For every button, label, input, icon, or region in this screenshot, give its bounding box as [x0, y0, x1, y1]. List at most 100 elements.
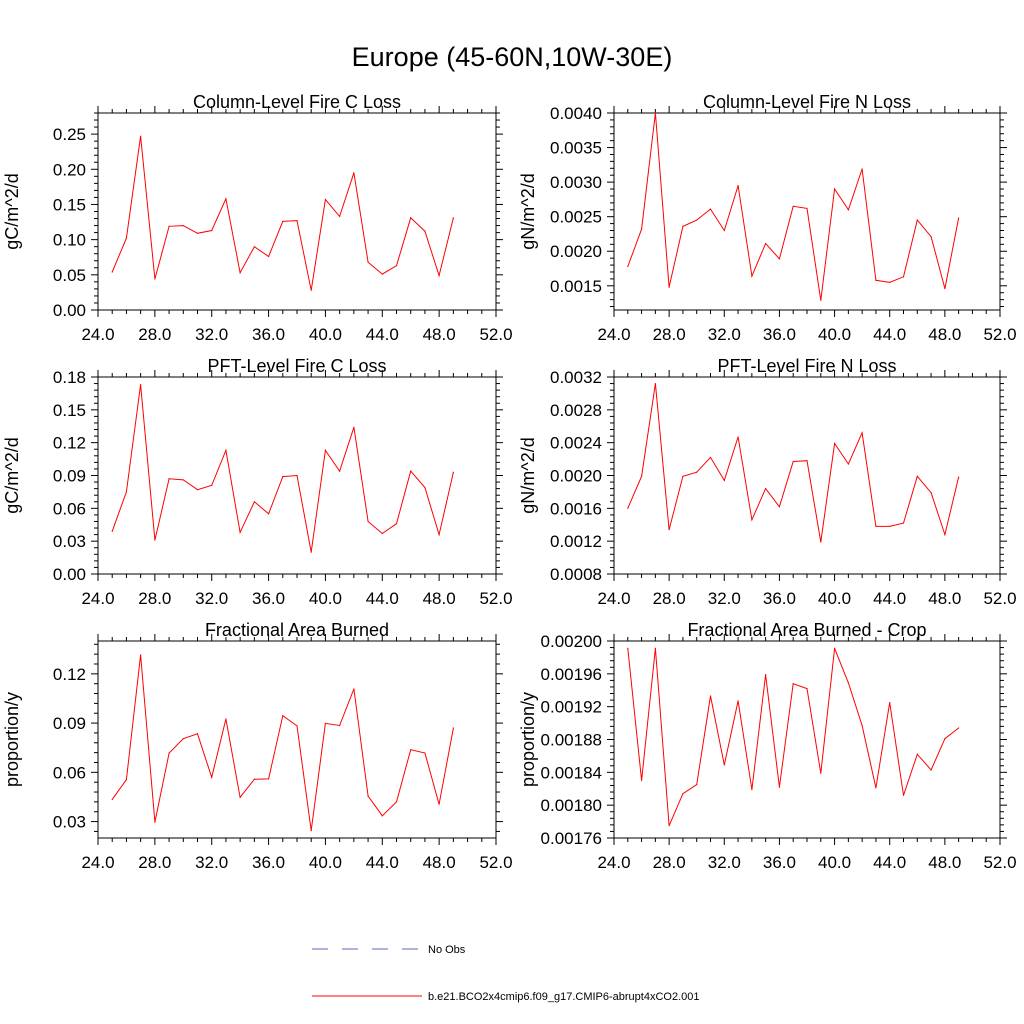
x-tick-label: 48.0: [928, 853, 961, 872]
x-tick-label: 44.0: [873, 325, 906, 344]
x-tick-label: 24.0: [597, 589, 630, 608]
data-point: [847, 209, 849, 211]
data-point: [324, 722, 327, 725]
data-point: [211, 776, 213, 778]
x-tick-label: 28.0: [138, 325, 171, 344]
data-point: [424, 230, 426, 232]
data-point: [310, 830, 312, 832]
data-point: [339, 724, 341, 727]
y-tick-label: 0.0020: [550, 467, 602, 486]
y-axis-label: proportion/y: [518, 692, 538, 787]
data-point: [196, 733, 199, 735]
y-tick-label: 0.00192: [541, 698, 602, 717]
x-tick-label: 28.0: [653, 853, 686, 872]
data-point: [196, 232, 199, 234]
data-point: [709, 695, 712, 697]
data-point: [225, 198, 227, 200]
data-point: [452, 727, 454, 729]
y-tick-label: 0.00196: [541, 665, 602, 684]
data-point: [930, 769, 932, 771]
data-point: [737, 700, 739, 702]
data-point: [902, 276, 905, 278]
x-tick-label: 40.0: [818, 325, 851, 344]
data-point: [916, 753, 918, 755]
data-point: [310, 289, 312, 291]
data-point: [196, 489, 199, 491]
data-point: [944, 287, 946, 290]
data-point: [424, 752, 426, 754]
y-tick-label: 0.00: [53, 301, 86, 320]
y-axis-label: gN/m^2/d: [518, 437, 538, 513]
data-point: [696, 471, 698, 473]
y-tick-label: 0.0012: [550, 532, 602, 551]
data-point: [627, 647, 629, 649]
data-point: [367, 261, 369, 263]
y-tick-label: 0.0025: [550, 208, 602, 227]
data-point: [296, 474, 298, 477]
y-tick-label: 0.00: [53, 565, 86, 584]
data-point: [889, 281, 891, 283]
data-point: [395, 523, 398, 525]
data-point: [778, 786, 781, 788]
data-point: [111, 271, 113, 273]
data-point: [902, 522, 905, 524]
x-tick-label: 48.0: [423, 325, 456, 344]
data-point: [682, 475, 684, 477]
data-point: [751, 275, 753, 277]
data-point: [267, 513, 270, 515]
x-tick-label: 44.0: [366, 325, 399, 344]
x-tick-label: 32.0: [195, 589, 228, 608]
data-point: [847, 682, 849, 684]
panel-3: PFT-Level Fire C Loss 24.0 28.0 32.0 36.0 40.…: [2, 356, 513, 608]
data-point: [820, 299, 822, 301]
x-tick-label: 40.0: [818, 853, 851, 872]
data-point: [861, 168, 863, 170]
x-tick-label: 24.0: [81, 589, 114, 608]
data-point: [792, 205, 794, 207]
y-tick-label: 0.12: [53, 434, 86, 453]
x-tick-label: 24.0: [81, 325, 114, 344]
data-point: [806, 207, 808, 209]
panel-2: Column-Level Fire N Loss 24.0 28.0 32.0 36.0…: [518, 92, 1017, 344]
data-point: [410, 470, 412, 472]
data-point: [381, 273, 383, 275]
data-point: [296, 220, 298, 222]
x-tick-label: 52.0: [479, 325, 512, 344]
data-point: [765, 674, 767, 676]
y-tick-label: 0.0020: [550, 242, 602, 261]
y-tick-label: 0.00176: [541, 829, 602, 848]
data-point: [282, 475, 284, 478]
data-point: [640, 779, 643, 782]
data-point: [424, 486, 426, 489]
data-point: [696, 784, 698, 786]
y-tick-label: 0.12: [53, 665, 86, 684]
x-tick-label: 48.0: [423, 853, 456, 872]
data-point: [168, 752, 170, 754]
data-point: [861, 432, 863, 434]
y-tick-label: 0.00188: [541, 731, 602, 750]
x-tick-label: 36.0: [252, 325, 285, 344]
data-point: [452, 471, 454, 473]
data-point: [916, 475, 918, 477]
x-tick-label: 52.0: [479, 589, 512, 608]
x-tick-label: 52.0: [983, 589, 1016, 608]
panel-title: Fractional Area Burned: [205, 620, 389, 640]
data-point: [140, 384, 142, 386]
panel-4: PFT-Level Fire N Loss 24.0 28.0 32.0 36.0 40.…: [518, 356, 1017, 608]
panel-title: Fractional Area Burned - Crop: [687, 620, 926, 640]
data-point: [111, 798, 113, 801]
data-point: [182, 738, 184, 740]
data-point: [833, 647, 836, 649]
data-point: [682, 793, 684, 795]
y-tick-label: 0.03: [53, 532, 86, 551]
data-point: [751, 519, 753, 521]
legend: No Obs b.e21.BCO2x4cmip6.f09_g17.CMIP6-ab…: [312, 944, 700, 1003]
y-tick-label: 0.0028: [550, 401, 602, 420]
x-tick-label: 36.0: [763, 325, 796, 344]
data-point: [696, 219, 698, 221]
data-point: [438, 803, 440, 805]
x-tick-label: 48.0: [928, 325, 961, 344]
data-point: [282, 715, 284, 717]
y-tick-label: 0.09: [53, 714, 86, 733]
data-point: [723, 229, 725, 232]
